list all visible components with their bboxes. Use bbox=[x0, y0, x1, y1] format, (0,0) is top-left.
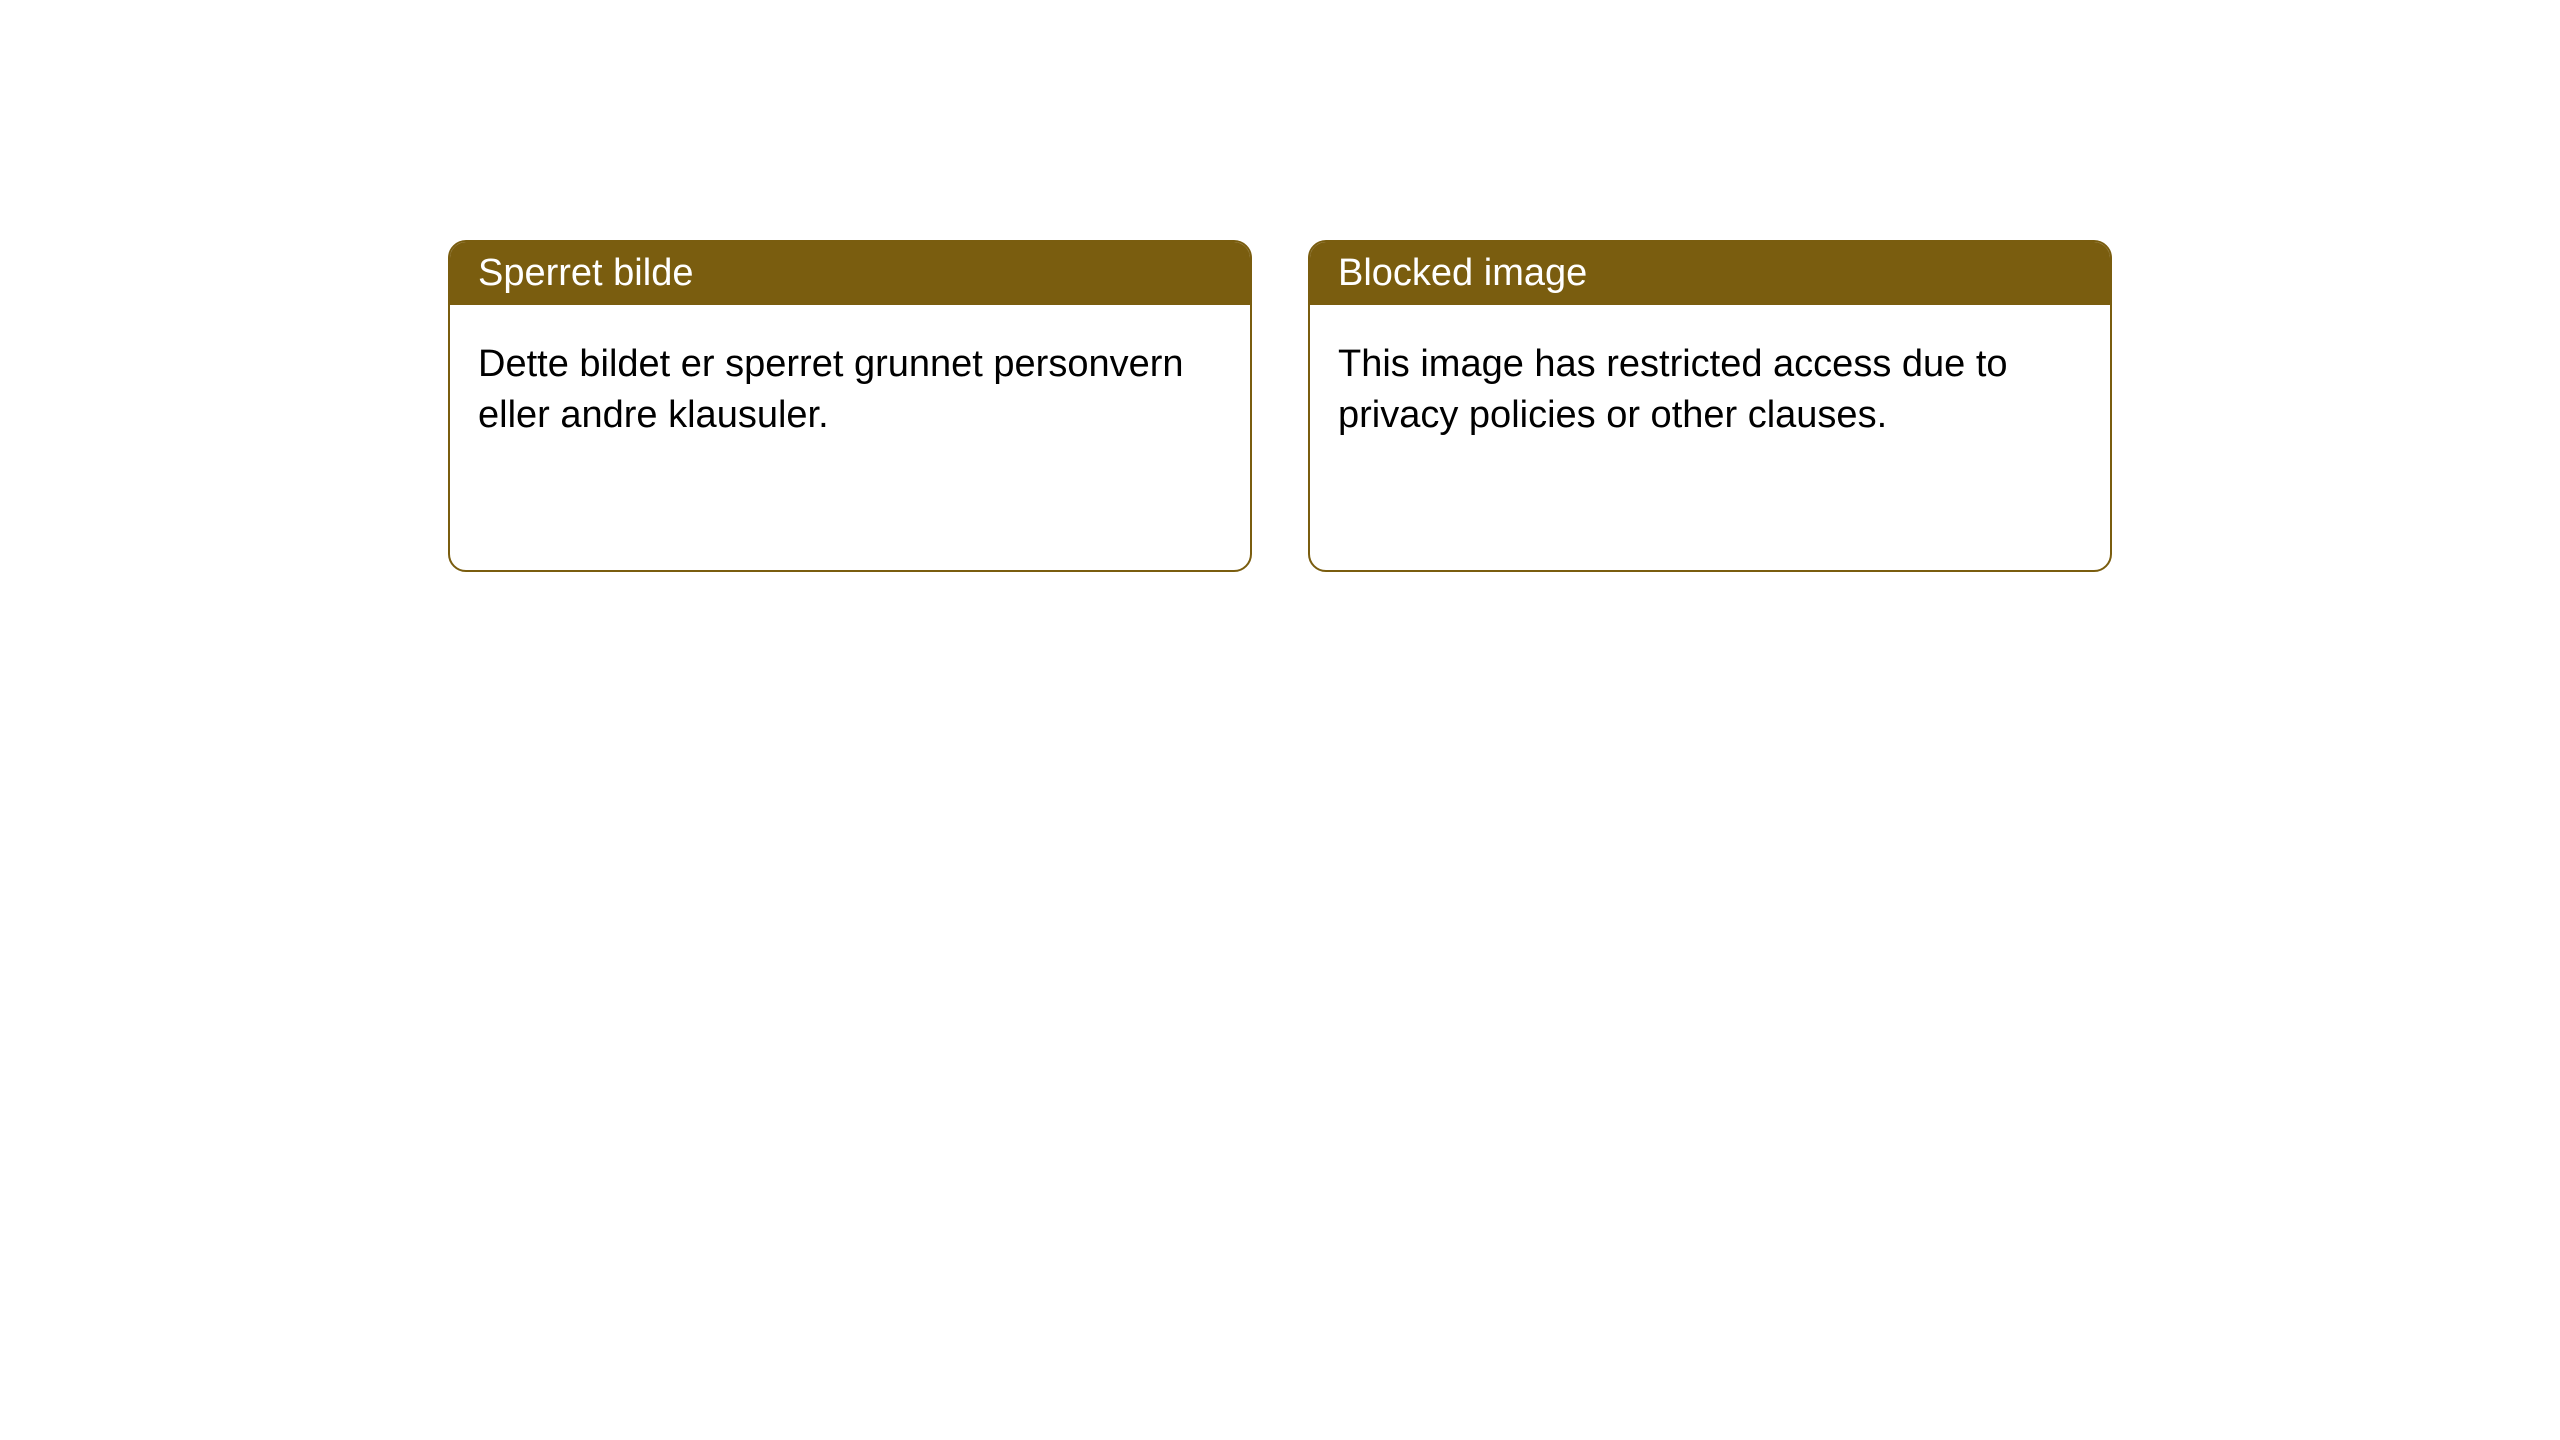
card-title-en: Blocked image bbox=[1338, 252, 1587, 294]
card-body-no: Dette bildet er sperret grunnet personve… bbox=[450, 305, 1250, 476]
card-body-en: This image has restricted access due to … bbox=[1310, 305, 2110, 476]
card-message-en: This image has restricted access due to … bbox=[1338, 343, 2008, 436]
card-message-no: Dette bildet er sperret grunnet personve… bbox=[478, 343, 1184, 436]
notice-container: Sperret bilde Dette bildet er sperret gr… bbox=[0, 0, 2560, 572]
card-header-no: Sperret bilde bbox=[450, 242, 1250, 305]
card-title-no: Sperret bilde bbox=[478, 252, 693, 294]
blocked-image-card-no: Sperret bilde Dette bildet er sperret gr… bbox=[448, 240, 1252, 572]
card-header-en: Blocked image bbox=[1310, 242, 2110, 305]
blocked-image-card-en: Blocked image This image has restricted … bbox=[1308, 240, 2112, 572]
